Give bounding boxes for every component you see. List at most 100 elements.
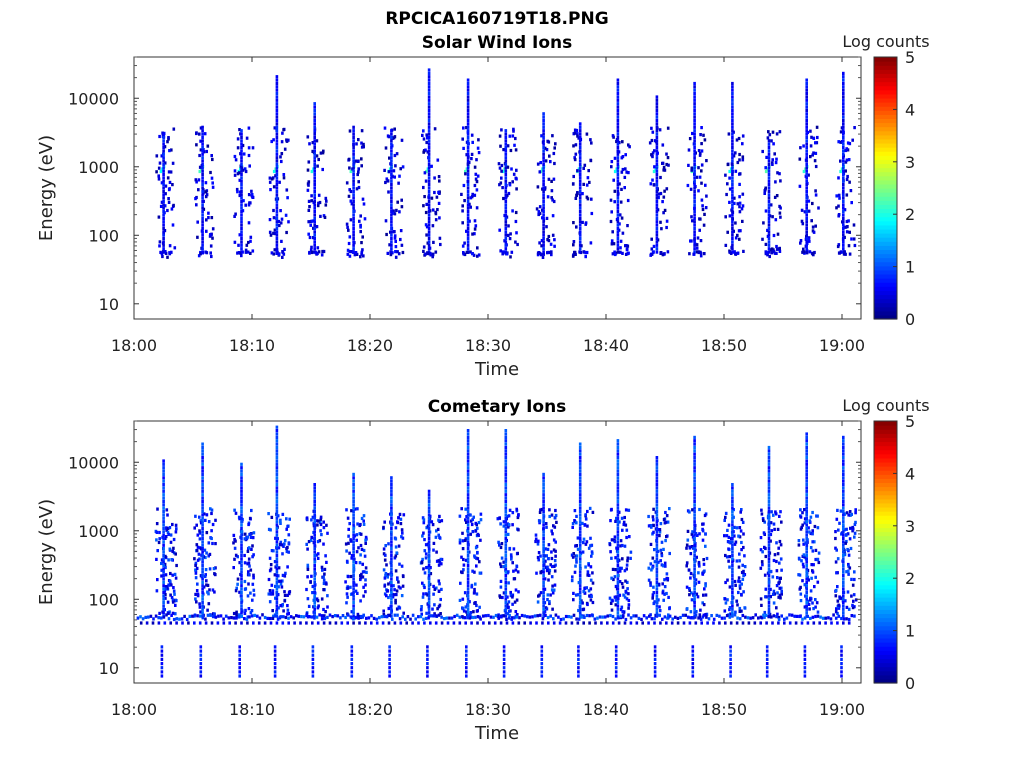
heatmap-cell [399, 229, 403, 233]
heatmap-cell [582, 166, 585, 170]
heatmap-cell [735, 138, 739, 142]
heatmap-cell [238, 233, 242, 237]
heatmap-cell [196, 582, 199, 586]
heatmap-cell [512, 547, 516, 551]
heatmap-cell [401, 584, 405, 588]
heatmap-cell [427, 210, 431, 214]
heatmap-cell [650, 138, 654, 143]
heatmap-cell [160, 645, 164, 649]
heatmap-cell [427, 220, 431, 224]
heatmap-cell [767, 466, 771, 470]
heatmap-cell [844, 160, 848, 164]
heatmap-cell [741, 577, 745, 581]
heatmap-cell [842, 193, 845, 197]
heatmap-cell [166, 208, 169, 213]
heatmap-cell [349, 218, 353, 222]
heatmap-cell [731, 172, 734, 177]
heatmap-cell [469, 205, 472, 209]
heatmap-cell [501, 595, 504, 600]
heatmap-cell [352, 611, 355, 615]
heatmap-cell [426, 666, 429, 670]
heatmap-cell [724, 511, 728, 515]
heatmap-cell [466, 442, 470, 446]
heatmap-cell [691, 131, 694, 136]
heatmap-cell [778, 172, 781, 176]
heatmap-cell [252, 553, 255, 557]
heatmap-cell [542, 496, 545, 500]
heatmap-cell [204, 568, 208, 572]
heatmap-cell [538, 510, 542, 514]
heatmap-cell [202, 188, 205, 192]
heatmap-cell [394, 598, 397, 602]
heatmap-cell [615, 139, 618, 144]
heatmap-cell [350, 657, 354, 661]
heatmap-cell [540, 649, 544, 653]
heatmap-cell [357, 138, 360, 142]
heatmap-cell [201, 172, 204, 177]
heatmap-cell [619, 539, 623, 543]
heatmap-cell [385, 232, 388, 237]
heatmap-cell [655, 105, 659, 109]
heatmap-cell [578, 560, 582, 564]
heatmap-cell [207, 211, 210, 215]
heatmap-cell [313, 179, 316, 183]
heatmap-cell [650, 126, 653, 130]
heatmap-cell [313, 169, 316, 173]
heatmap-cell [310, 199, 313, 203]
heatmap-cell [359, 532, 363, 536]
heatmap-cell [760, 560, 764, 564]
heatmap-cell [693, 189, 696, 193]
heatmap-cell [693, 570, 696, 574]
colorbar-segment [874, 282, 897, 287]
heatmap-cell [195, 131, 198, 135]
heatmap-cell [577, 666, 580, 670]
heatmap-cell [731, 216, 734, 220]
heatmap-cell [201, 129, 204, 133]
heatmap-cell [313, 570, 316, 574]
heatmap-cell [275, 499, 279, 503]
heatmap-cell [438, 603, 442, 607]
heatmap-cell [814, 575, 817, 579]
colorbar-segment [874, 228, 897, 234]
heatmap-cell [504, 526, 508, 530]
heatmap-cell [277, 579, 280, 583]
heatmap-cell [348, 522, 351, 526]
heatmap-cell [275, 203, 279, 207]
heatmap-cell [240, 483, 243, 487]
heatmap-cell [201, 442, 204, 446]
heatmap-cell [360, 141, 363, 145]
heatmap-cell [693, 516, 696, 520]
heatmap-cell [313, 563, 316, 568]
heatmap-cell [359, 255, 362, 259]
heatmap-cell [767, 233, 771, 237]
colorbar-segment [874, 57, 897, 62]
heatmap-cell [275, 210, 279, 214]
heatmap-cell [469, 532, 472, 536]
heatmap-cell [466, 112, 470, 116]
heatmap-cell [698, 175, 702, 179]
heatmap-cell [767, 183, 771, 187]
heatmap-cell [240, 199, 243, 204]
heatmap-cell [616, 172, 620, 177]
heatmap-cell [201, 220, 204, 224]
heatmap-cell [251, 555, 254, 559]
heatmap-cell [660, 227, 663, 231]
heatmap-cell [468, 600, 471, 604]
heatmap-cell [662, 252, 666, 256]
heatmap-cell [275, 145, 279, 150]
heatmap-cell [609, 198, 613, 202]
heatmap-cell [504, 520, 508, 524]
heatmap-cell [198, 531, 202, 535]
heatmap-cell [466, 193, 470, 197]
heatmap-cell [731, 587, 734, 591]
heatmap-cell [352, 189, 355, 193]
heatmap-cell [207, 216, 210, 220]
heatmap-cell [693, 476, 696, 480]
heatmap-cell [842, 145, 845, 150]
heatmap-cell [608, 543, 612, 547]
heatmap-cell [616, 580, 620, 584]
heatmap-cell [661, 161, 665, 165]
heatmap-cell [655, 156, 659, 160]
heatmap-cell [268, 180, 272, 184]
heatmap-cell [587, 563, 590, 567]
